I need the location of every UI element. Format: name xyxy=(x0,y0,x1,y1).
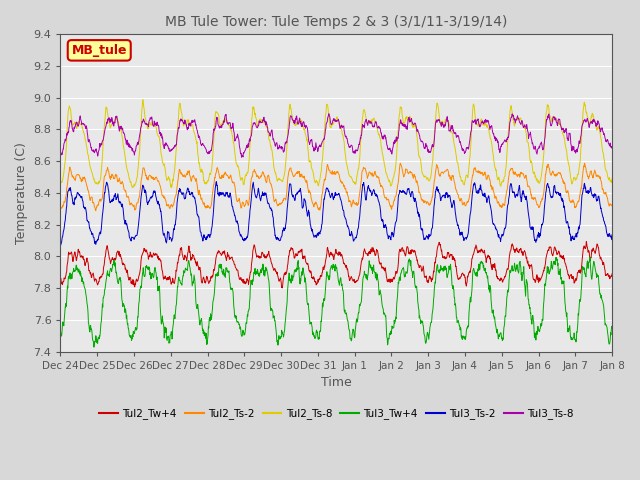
Y-axis label: Temperature (C): Temperature (C) xyxy=(15,142,28,244)
X-axis label: Time: Time xyxy=(321,376,351,389)
Title: MB Tule Tower: Tule Temps 2 & 3 (3/1/11-3/19/14): MB Tule Tower: Tule Temps 2 & 3 (3/1/11-… xyxy=(165,15,508,29)
Text: MB_tule: MB_tule xyxy=(72,44,127,57)
Legend: Tul2_Tw+4, Tul2_Ts-2, Tul2_Ts-8, Tul3_Tw+4, Tul3_Ts-2, Tul3_Ts-8: Tul2_Tw+4, Tul2_Ts-2, Tul2_Ts-8, Tul3_Tw… xyxy=(95,404,577,423)
